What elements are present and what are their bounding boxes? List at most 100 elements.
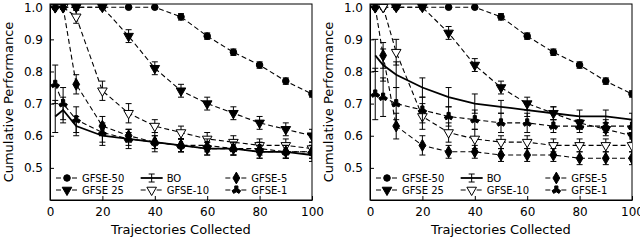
legend-label: GFSE-50	[402, 173, 444, 184]
legend-label: GFSE-10	[487, 185, 529, 196]
series-marker	[229, 145, 238, 152]
y-tick: 1.0	[344, 1, 374, 15]
series-line	[55, 7, 312, 152]
error-bar	[204, 33, 210, 39]
y-axis-title: Cumulative Performance	[1, 22, 16, 183]
series-line	[55, 7, 312, 148]
y-tick-label: 0.9	[344, 33, 363, 47]
legend-marker	[147, 187, 157, 195]
y-tick-label: 0.5	[344, 161, 363, 175]
error-bar	[52, 100, 58, 132]
error-bar	[257, 62, 263, 68]
y-tick: 0.8	[24, 65, 54, 79]
y-tick-label: 0.8	[24, 65, 43, 79]
series-marker	[307, 133, 312, 141]
series-marker	[575, 143, 585, 151]
legend: GFSE-50GFSE 25BOGFSE-10GFSE-5GFSE-1	[56, 172, 287, 195]
x-tick: 60	[200, 196, 215, 219]
series-marker	[550, 149, 557, 161]
series-marker	[472, 4, 479, 11]
series-marker	[372, 4, 379, 13]
y-tick: 0.5	[24, 161, 54, 175]
series-marker	[629, 91, 632, 98]
x-tick: 40	[468, 196, 483, 219]
series-marker	[72, 116, 81, 123]
legend-marker	[232, 186, 241, 193]
x-tick-label: 0	[367, 205, 375, 219]
series-marker	[59, 100, 68, 107]
series-marker	[230, 143, 237, 155]
series-marker	[550, 49, 557, 56]
legend-marker	[553, 172, 560, 184]
series-marker	[418, 106, 427, 113]
x-tick: 40	[148, 196, 163, 219]
series-marker	[470, 136, 480, 144]
x-axis: 020406080100	[47, 196, 324, 219]
series-marker	[98, 128, 107, 135]
y-tick-label: 0.5	[24, 161, 43, 175]
legend-marker	[382, 187, 392, 195]
legend-marker	[552, 186, 561, 193]
y-tick-mark	[370, 104, 374, 105]
series-marker	[229, 110, 239, 118]
series-marker	[603, 78, 610, 85]
y-tick-label: 0.7	[344, 97, 363, 111]
series-marker	[282, 148, 291, 155]
series-marker	[392, 100, 401, 107]
error-bar	[230, 49, 236, 55]
error-bar	[73, 75, 79, 94]
series-marker	[576, 152, 583, 164]
legend-item: GFSE-50	[376, 173, 444, 184]
series-line	[55, 7, 312, 94]
legend: GFSE-50GFSE 25 BOGFSE-10 GFSE-5GFSE-1	[376, 172, 607, 195]
series-marker	[73, 78, 80, 90]
y-tick: 0.6	[24, 129, 54, 143]
series-marker	[98, 88, 108, 96]
x-tick-label: 100	[301, 205, 324, 219]
series-marker	[471, 146, 478, 158]
y-tick-mark	[370, 136, 374, 137]
series-marker	[602, 152, 609, 164]
series-marker	[51, 80, 60, 87]
y-tick-mark	[370, 168, 374, 169]
series-marker	[497, 119, 506, 126]
y-tick-label: 0.8	[344, 65, 363, 79]
series-line	[375, 55, 632, 119]
error-bar	[472, 145, 478, 158]
series-marker	[628, 122, 632, 129]
series-marker	[202, 101, 212, 109]
x-tick: 60	[520, 196, 535, 219]
error-bar	[603, 152, 609, 165]
y-tick: 0.7	[24, 97, 54, 111]
legend-item: BO	[461, 173, 502, 184]
series-line	[375, 7, 632, 158]
y-tick-label: 1.0	[344, 1, 363, 15]
error-bar	[393, 62, 399, 88]
error-bar	[524, 33, 530, 39]
y-axis-title: Cumulative Performance	[321, 22, 336, 183]
series-marker	[470, 62, 480, 70]
legend-item: GFSE 25	[376, 185, 444, 196]
series-line	[55, 84, 312, 151]
legend-marker	[62, 187, 72, 195]
x-tick-label: 80	[252, 205, 267, 219]
figure: 0204060801000.50.60.70.80.91.0Trajectori…	[0, 0, 640, 240]
legend-label: BO	[487, 173, 502, 184]
error-bar	[577, 62, 583, 68]
error-bar	[603, 78, 609, 84]
series-marker	[71, 14, 81, 22]
legend-label: GFSE-5	[571, 173, 607, 184]
y-tick-label: 1.0	[24, 1, 43, 15]
series-line	[375, 7, 632, 94]
y-tick: 0.8	[344, 65, 374, 79]
series-marker	[60, 4, 67, 13]
series-line	[55, 110, 312, 155]
x-tick-mark	[527, 196, 528, 200]
legend-item: GFSE-1	[545, 185, 607, 196]
series-marker	[255, 145, 264, 152]
legend-item: GFSE 25	[56, 185, 124, 196]
x-axis-title: Trajectories Collected	[110, 222, 251, 237]
chart-panel: 0204060801000.50.60.70.80.91.0Trajectori…	[321, 1, 640, 237]
error-bar	[178, 14, 184, 20]
legend-label: GFSE 25	[82, 185, 124, 196]
